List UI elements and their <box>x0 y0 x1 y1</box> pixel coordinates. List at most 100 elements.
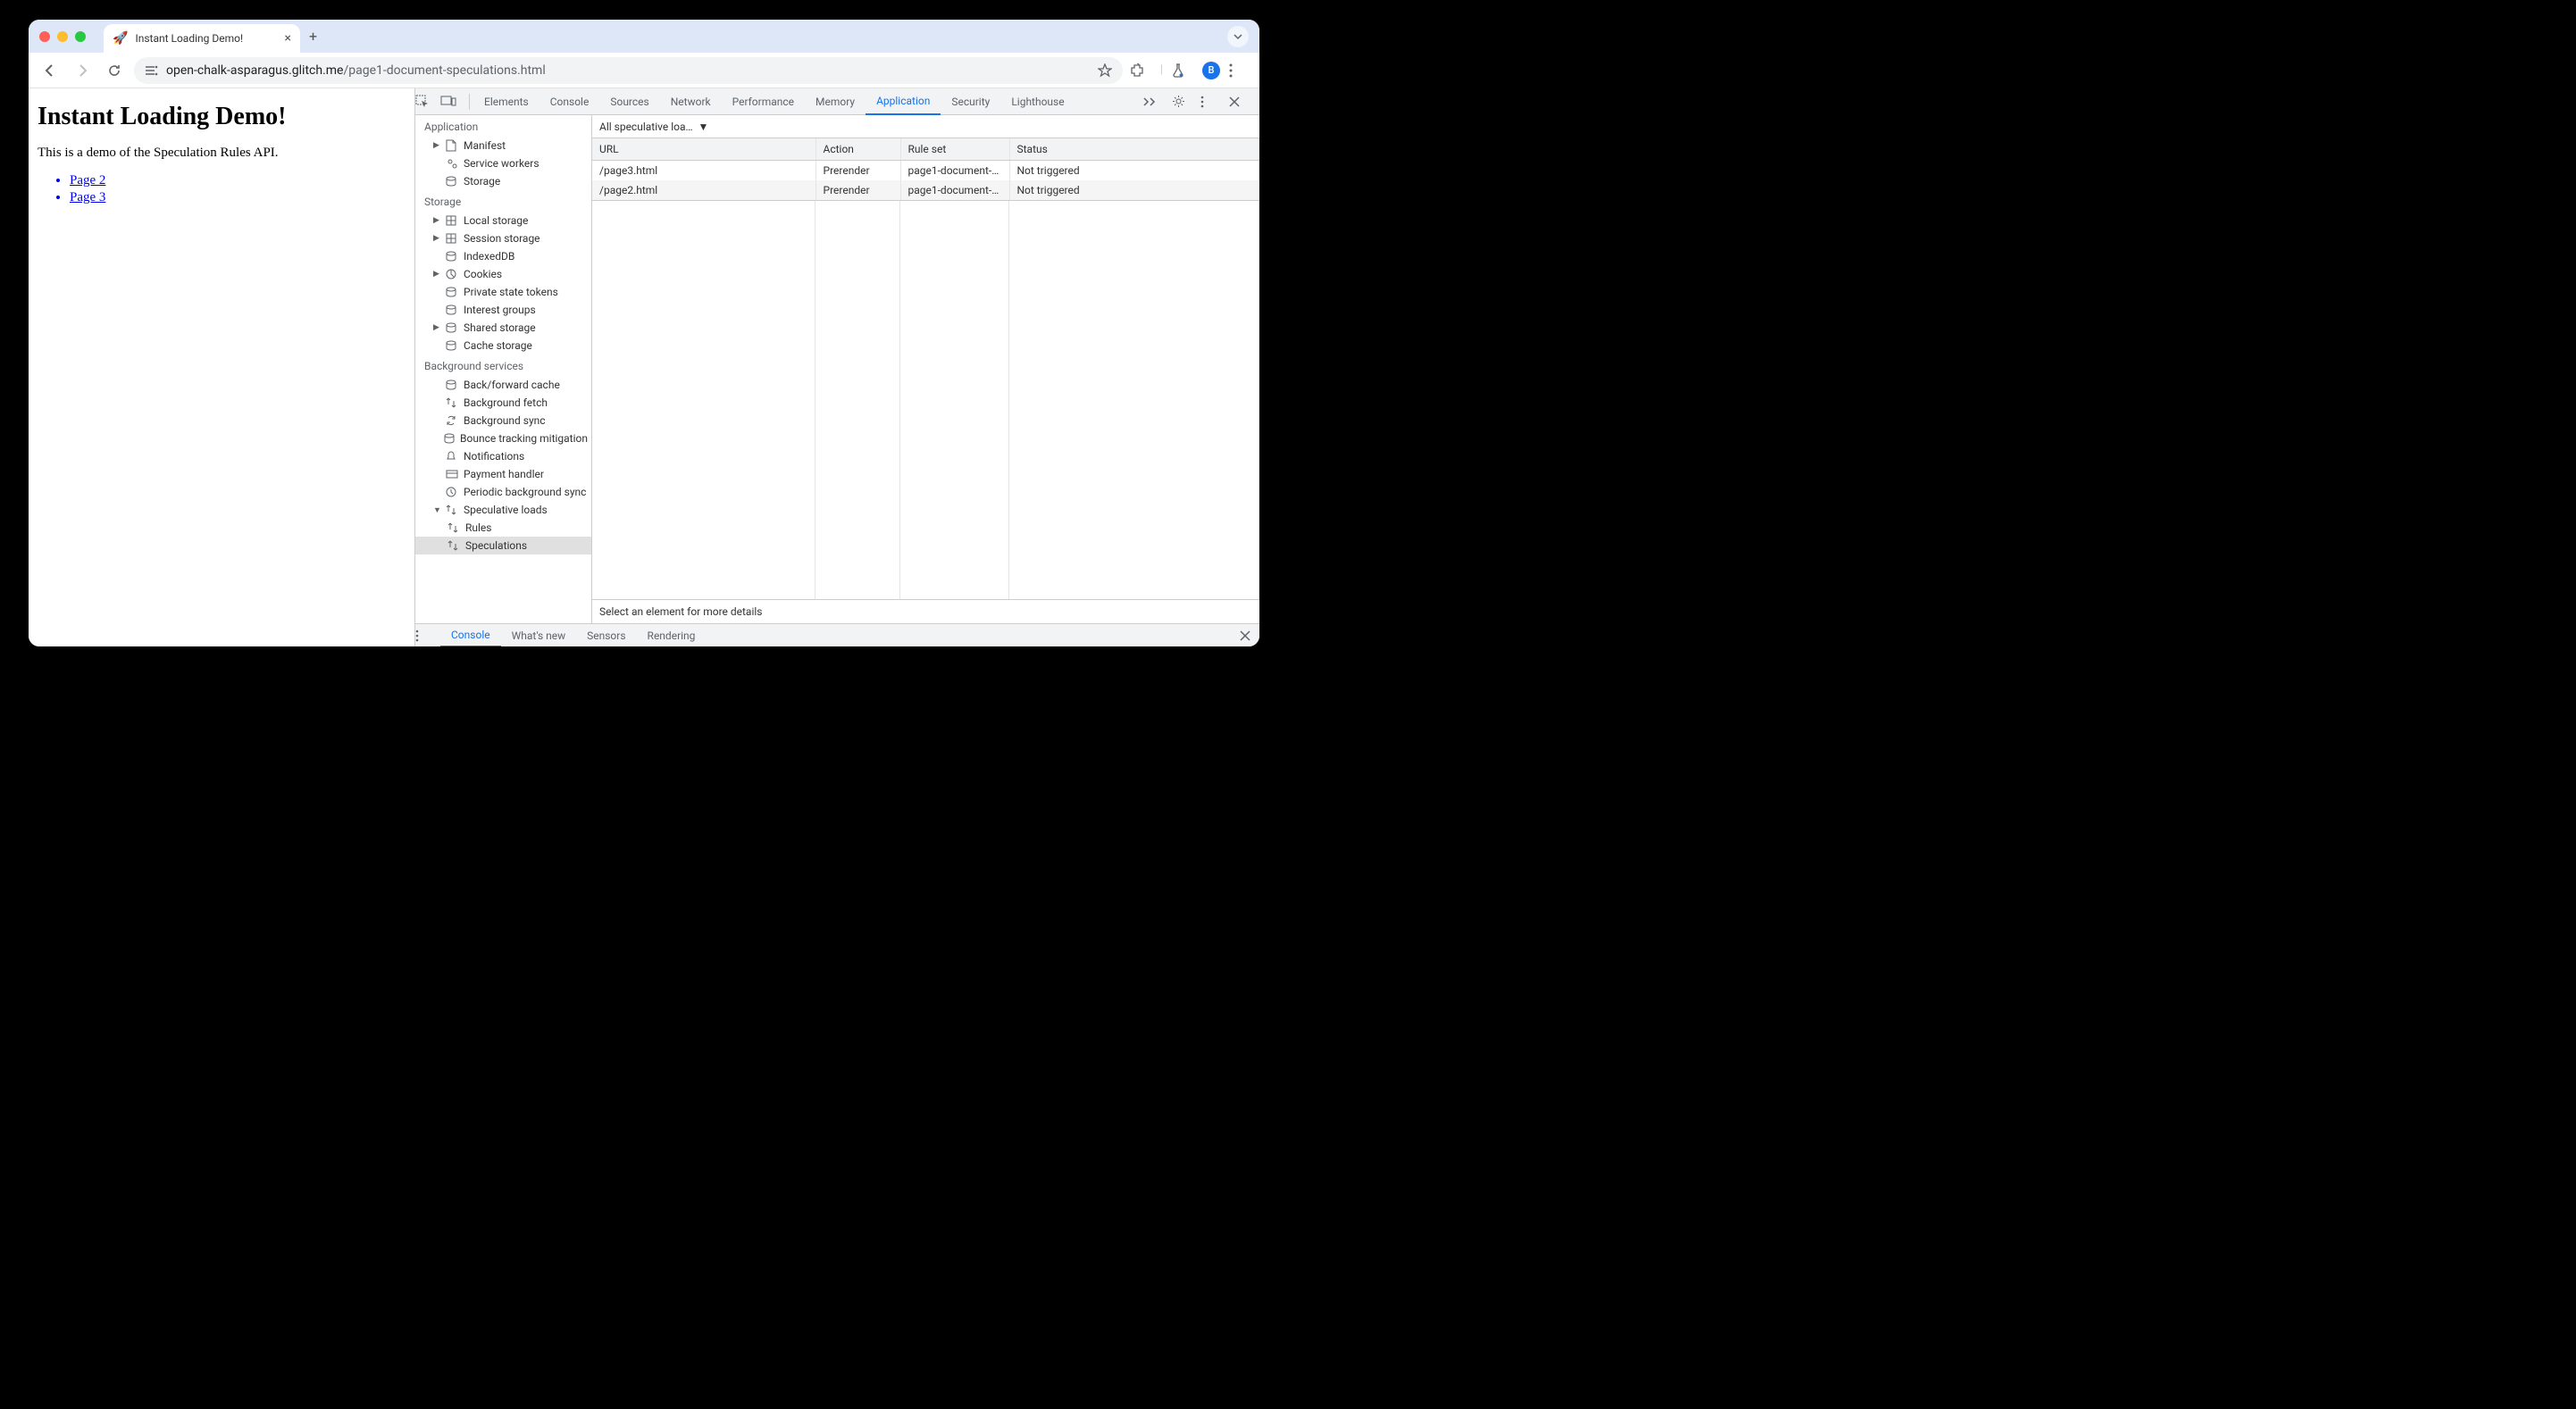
devtools-tab-sources[interactable]: Sources <box>599 88 659 115</box>
sidebar-item-bounce-tracking-mitigation[interactable]: Bounce tracking mitigation <box>415 429 591 447</box>
bookmark-icon[interactable] <box>1098 63 1112 78</box>
sidebar-item-local-storage[interactable]: ▶Local storage <box>415 212 591 229</box>
address-bar[interactable]: open-chalk-asparagus.glitch.me/page1-doc… <box>134 57 1123 84</box>
settings-icon[interactable] <box>1172 95 1197 108</box>
devtools-tab-network[interactable]: Network <box>660 88 722 115</box>
sidebar-section-background-services: Background services <box>415 354 591 376</box>
devtools-panel: ElementsConsoleSourcesNetworkPerformance… <box>414 88 1259 646</box>
page-heading: Instant Loading Demo! <box>38 103 406 131</box>
close-tab-icon[interactable]: × <box>285 31 291 46</box>
cookie-icon <box>446 269 458 279</box>
page-link[interactable]: Page 2 <box>70 173 406 188</box>
menu-icon[interactable] <box>1229 63 1250 78</box>
drawer-tab-rendering[interactable]: Rendering <box>637 624 707 647</box>
chrome-window: 🚀 Instant Loading Demo! × + open-chalk-a… <box>29 20 1259 646</box>
devtools-tab-performance[interactable]: Performance <box>722 88 805 115</box>
sidebar-item-speculations[interactable]: Speculations <box>415 537 591 554</box>
sidebar-item-cache-storage[interactable]: Cache storage <box>415 337 591 354</box>
extensions-icon[interactable] <box>1130 63 1151 78</box>
devtools-tab-console[interactable]: Console <box>539 88 600 115</box>
sidebar-item-storage[interactable]: Storage <box>415 172 591 190</box>
sidebar-item-interest-groups[interactable]: Interest groups <box>415 301 591 319</box>
page-paragraph: This is a demo of the Speculation Rules … <box>38 146 406 161</box>
back-button[interactable] <box>38 58 63 83</box>
site-settings-icon[interactable] <box>145 64 159 77</box>
devtools-tab-bar: ElementsConsoleSourcesNetworkPerformance… <box>415 88 1259 115</box>
window-controls <box>39 31 86 42</box>
devtools-body: Application▶ManifestService workersStora… <box>415 115 1259 623</box>
close-devtools-icon[interactable] <box>1229 96 1254 107</box>
sidebar-item-indexeddb[interactable]: IndexedDB <box>415 247 591 265</box>
db-icon <box>446 287 458 297</box>
db-icon <box>446 340 458 351</box>
drawer-tab-what-s-new[interactable]: What's new <box>501 624 577 647</box>
labs-icon[interactable] <box>1172 63 1193 78</box>
devtools-tab-memory[interactable]: Memory <box>805 88 866 115</box>
inspect-element-icon[interactable] <box>415 95 440 109</box>
devtools-tab-application[interactable]: Application <box>866 88 941 115</box>
db-icon <box>446 379 458 390</box>
dropdown-icon: ▼ <box>698 121 709 133</box>
forward-button[interactable] <box>70 58 95 83</box>
minimize-window-button[interactable] <box>57 31 68 42</box>
sidebar-item-manifest[interactable]: ▶Manifest <box>415 137 591 154</box>
url-text: open-chalk-asparagus.glitch.me/page1-doc… <box>166 63 1091 78</box>
clock-icon <box>446 487 458 497</box>
devtools-tab-elements[interactable]: Elements <box>473 88 539 115</box>
close-drawer-icon[interactable] <box>1231 630 1259 641</box>
column-header-status[interactable]: Status <box>1009 138 1259 161</box>
drawer-menu-icon[interactable] <box>415 629 440 642</box>
tab-strip: 🚀 Instant Loading Demo! × + <box>29 20 1259 53</box>
sidebar-item-private-state-tokens[interactable]: Private state tokens <box>415 283 591 301</box>
page-link[interactable]: Page 3 <box>70 190 406 205</box>
devtools-tab-lighthouse[interactable]: Lighthouse <box>1000 88 1075 115</box>
sidebar-item-back-forward-cache[interactable]: Back/forward cache <box>415 376 591 394</box>
maximize-window-button[interactable] <box>75 31 86 42</box>
devtools-tab-security[interactable]: Security <box>941 88 1000 115</box>
sidebar-item-background-sync[interactable]: Background sync <box>415 412 591 429</box>
sidebar-item-payment-handler[interactable]: Payment handler <box>415 465 591 483</box>
grid-icon <box>446 215 458 226</box>
sidebar-item-service-workers[interactable]: Service workers <box>415 154 591 172</box>
table-row[interactable]: /page2.htmlPrerenderpage1-document-…Not … <box>592 180 1259 200</box>
profile-avatar[interactable]: B <box>1202 62 1220 79</box>
column-header-action[interactable]: Action <box>815 138 900 161</box>
more-tabs-icon[interactable] <box>1143 97 1168 106</box>
column-header-rule-set[interactable]: Rule set <box>900 138 1009 161</box>
sidebar-item-notifications[interactable]: Notifications <box>415 447 591 465</box>
db-icon <box>446 176 458 187</box>
favicon-icon: 🚀 <box>113 31 128 46</box>
page-links: Page 2 Page 3 <box>38 173 406 205</box>
sidebar-item-speculative-loads[interactable]: ▼Speculative loads <box>415 501 591 519</box>
sidebar-item-periodic-background-sync[interactable]: Periodic background sync <box>415 483 591 501</box>
sidebar-item-background-fetch[interactable]: Background fetch <box>415 394 591 412</box>
browser-tab[interactable]: 🚀 Instant Loading Demo! × <box>104 24 300 53</box>
db-icon <box>446 322 458 333</box>
devtools-menu-icon[interactable] <box>1200 96 1225 108</box>
db-icon <box>446 251 458 262</box>
table-row[interactable]: /page3.htmlPrerenderpage1-document-…Not … <box>592 161 1259 181</box>
column-header-url[interactable]: URL <box>592 138 815 161</box>
db-icon <box>444 433 455 444</box>
bell-icon <box>446 451 458 462</box>
sidebar-item-session-storage[interactable]: ▶Session storage <box>415 229 591 247</box>
drawer-tab-console[interactable]: Console <box>440 624 501 647</box>
sidebar-item-cookies[interactable]: ▶Cookies <box>415 265 591 283</box>
speculation-filter-dropdown[interactable]: All speculative loa… ▼ <box>599 121 708 133</box>
drawer-tab-sensors[interactable]: Sensors <box>576 624 636 647</box>
close-window-button[interactable] <box>39 31 50 42</box>
content-area: Instant Loading Demo! This is a demo of … <box>29 88 1259 646</box>
tab-search-button[interactable] <box>1227 26 1249 47</box>
speculations-table: URLActionRule setStatus /page3.htmlPrere… <box>592 138 1259 201</box>
file-icon <box>446 139 458 152</box>
application-main: All speculative loa… ▼ URLActionRule set… <box>592 115 1259 623</box>
sidebar-item-rules[interactable]: Rules <box>415 519 591 537</box>
db-icon <box>446 304 458 315</box>
reload-button[interactable] <box>102 58 127 83</box>
sidebar-item-shared-storage[interactable]: ▶Shared storage <box>415 319 591 337</box>
toolbar-actions: | B <box>1130 62 1250 79</box>
new-tab-button[interactable]: + <box>309 28 317 45</box>
application-sidebar: Application▶ManifestService workersStora… <box>415 115 592 623</box>
tab-title: Instant Loading Demo! <box>135 32 277 45</box>
device-toggle-icon[interactable] <box>440 96 465 108</box>
